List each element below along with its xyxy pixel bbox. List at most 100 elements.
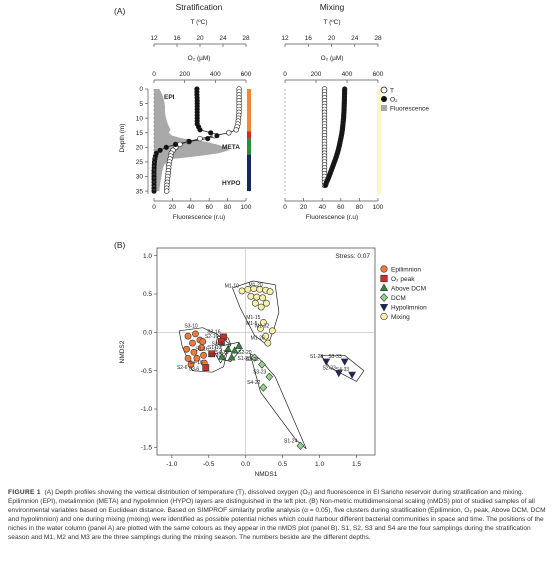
nmds-annotation: S3-6 [189, 367, 200, 373]
depth-tick-30: 30 [136, 174, 144, 181]
nmds-point [262, 299, 270, 307]
right-temp-ticks: 12 16 20 24 28 [281, 35, 382, 47]
layer-color-bars [247, 89, 251, 192]
left-o2-tick-0: 0 [152, 71, 156, 78]
right-fluor-tick-0: 0 [283, 204, 287, 211]
stratification-oxygen-point [186, 138, 192, 145]
nmds-point [251, 299, 259, 307]
nmds-point-label: S4-20 [215, 350, 229, 356]
left-fluor-ticks: 0 20 40 60 80 100 [152, 198, 252, 211]
nmds-points [183, 285, 357, 450]
left-o2-tick-400: 400 [210, 71, 221, 78]
left-temp-tick-20: 20 [196, 35, 204, 42]
nmds-x-axis-label: NMDS1 [255, 471, 278, 478]
nmds-point [340, 358, 349, 366]
legend-fluorescence-label: Fluorescence [390, 106, 429, 113]
nmds-point [265, 372, 274, 381]
nmds-point-label: S2-20 [238, 350, 252, 356]
left-fluor-axis-label: Fluorescence (r.u) [173, 214, 225, 221]
nmds-annotation: S1-10 [208, 345, 222, 351]
nmds-y-ticks: 1.0 0.5 0.0 -0.5 -1.0 -1.5 [141, 253, 157, 452]
nmds-point [184, 332, 192, 340]
mixing-temperature-points [321, 86, 328, 189]
nmds-point-label: S3-33 [328, 354, 342, 360]
layer-label-epi: EPI [164, 94, 175, 101]
nmds-x-tick-1.5: 1.5 [352, 461, 361, 468]
layer-bar-segment [247, 147, 251, 155]
nmds-y-tick-0.5: 0.5 [143, 291, 152, 298]
legend-oxygen-marker [381, 96, 387, 102]
nmds-point-label: S4-33 [336, 367, 350, 373]
nmds-point [247, 292, 255, 300]
left-fluor-tick-100: 100 [241, 204, 252, 211]
nmds-point [322, 358, 331, 366]
nmds-point [193, 354, 201, 362]
nmds-y-tick--1.0: -1.0 [141, 406, 153, 413]
right-temp-tick-16: 16 [305, 35, 313, 42]
mixing-color-bar [377, 89, 381, 194]
stratification-temperature-point [177, 141, 183, 148]
right-temp-tick-24: 24 [351, 35, 359, 42]
nmds-point-label: S4-22 [247, 380, 261, 386]
nmds-point-label: S2-16 [205, 334, 219, 340]
depth-tick-20: 20 [136, 145, 144, 152]
nmds-legend-label: DCM [391, 295, 406, 302]
stratification-oxygen-point [208, 130, 214, 136]
legend-temperature-marker [380, 86, 388, 94]
nmds-x-tick-1.0: 1.0 [315, 461, 324, 468]
nmds-point [184, 354, 192, 362]
nmds-point-label: M1-26 [251, 336, 265, 342]
stratification-fluorescence-area [154, 89, 230, 192]
left-o2-tick-600: 600 [241, 71, 252, 78]
caption-text: (A) Depth profiles showing the vertical … [8, 489, 546, 542]
left-temp-axis-label: T (ºC) [190, 19, 207, 26]
mixing-profile-plot [284, 86, 381, 194]
nmds-point [192, 330, 199, 338]
profile-legend: T O₂ Fluorescence [380, 86, 429, 113]
nmds-legend-label: O₂ peak [391, 276, 415, 283]
figure-label: FIGURE 1 [8, 489, 41, 496]
mixing-oxygen-points [323, 86, 348, 188]
stratification-oxygen-points [151, 86, 220, 194]
left-temp-tick-24: 24 [219, 35, 227, 42]
nmds-point [334, 370, 343, 378]
nmds-point [224, 344, 232, 352]
right-fluor-tick-80: 80 [356, 204, 364, 211]
nmds-point [257, 325, 264, 332]
nmds-point [266, 288, 274, 296]
nmds-legend-label: Epilimnion [391, 266, 421, 273]
nmds-point [230, 346, 239, 354]
panel-a-label: (A) [114, 6, 126, 16]
nmds-point-label: M1-15 [246, 315, 260, 321]
stratification-oxygen-point [205, 136, 211, 142]
nmds-annotation: S1-20 [238, 356, 252, 362]
nmds-point [189, 339, 196, 347]
nmds-point [250, 353, 259, 362]
stratification-temperature-point [197, 135, 203, 142]
nmds-point [202, 364, 210, 371]
right-temp-axis-label: T (ºC) [323, 19, 340, 26]
nmds-point [348, 371, 357, 379]
depth-tick-25: 25 [136, 159, 144, 166]
nmds-point [187, 361, 195, 368]
nmds-point [200, 351, 207, 359]
nmds-legend-marker [379, 283, 389, 291]
nmds-point [296, 441, 305, 450]
right-o2-tick-400: 400 [342, 71, 353, 78]
left-fluor-tick-80: 80 [224, 204, 232, 211]
nmds-annotation: S2-6 [177, 365, 188, 371]
nmds-legend-label: Mixing [391, 314, 410, 321]
stress-label: Stress: 0.07 [335, 253, 370, 260]
nmds-point [238, 287, 246, 295]
nmds-x-tick-0.5: 0.5 [278, 461, 287, 468]
nmds-y-tick-0.0: 0.0 [143, 330, 152, 337]
right-o2-tick-0: 0 [283, 71, 287, 78]
cluster-outline [320, 354, 365, 382]
cluster-outline [249, 353, 307, 450]
depth-axis-label: Depth (m) [119, 124, 126, 153]
layer-bar-segment [247, 89, 251, 132]
legend-oxygen-label: O₂ [390, 97, 398, 104]
nmds-point [260, 318, 267, 326]
